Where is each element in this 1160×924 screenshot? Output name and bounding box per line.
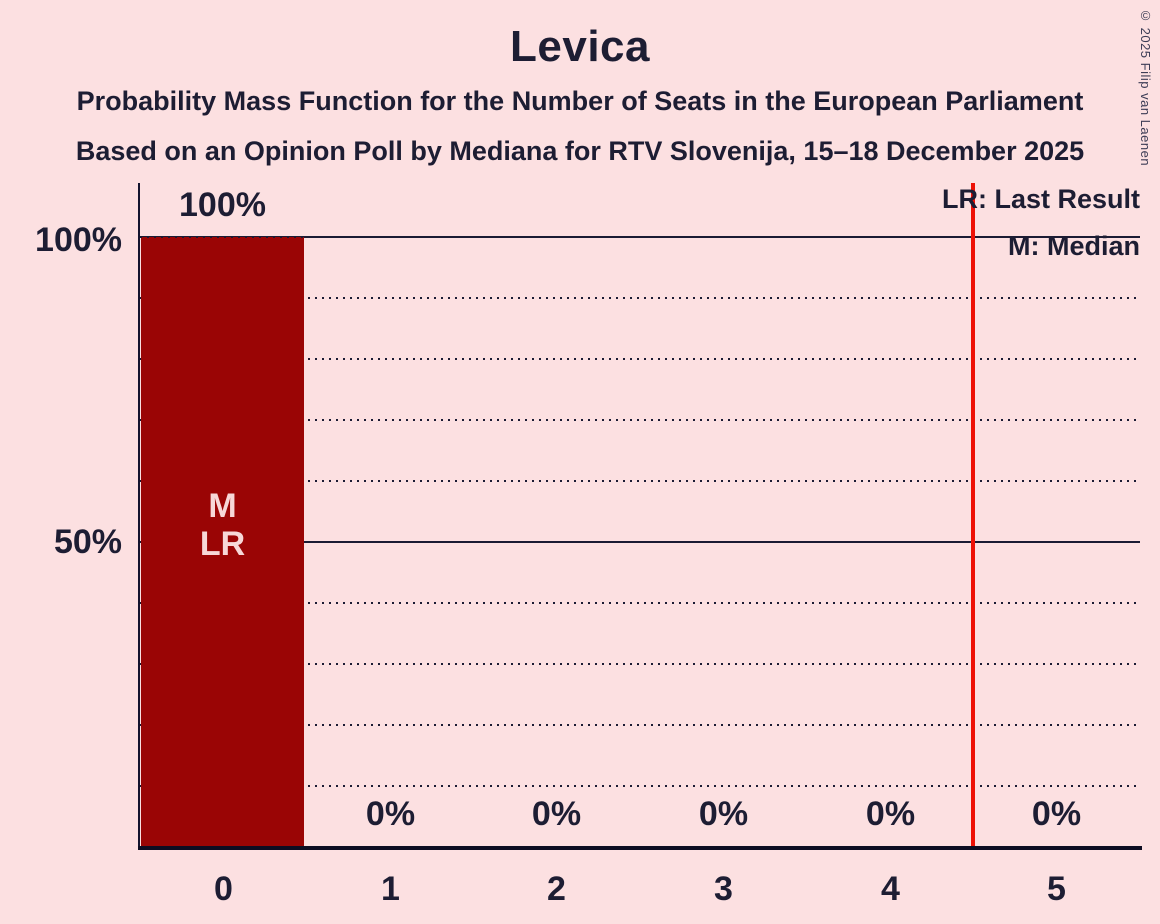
chart-source-line: Based on an Opinion Poll by Mediana for … [75,136,1085,166]
gridline-40pct [140,602,1140,604]
chart-subtitle: Probability Mass Function for the Number… [76,86,1084,116]
gridline-70pct [140,419,1140,421]
gridline-90pct [140,297,1140,299]
gridline-80pct [140,358,1140,360]
ytick-100: 100% [35,221,122,259]
bar-value-label-3: 0% [698,795,749,833]
bar-value-label-5: 0% [1031,795,1082,833]
ytick-50: 50% [53,523,122,561]
bar-value-label-4: 0% [865,795,916,833]
median-marker-label: M [208,487,237,525]
x-axis-line [138,846,1142,850]
last-result-vline [971,183,975,846]
y-axis-line [138,183,140,849]
legend-median: M: Median [1008,231,1140,261]
chart-title: Levica [510,22,650,71]
gridline-50pct [140,541,1140,543]
bar-value-label-2: 0% [531,795,582,833]
bar-value-label-0: 100% [179,186,266,224]
bar-seat-0 [141,237,304,847]
last-result-marker-label: LR [199,525,246,563]
gridline-60pct [140,480,1140,482]
gridline-20pct [140,724,1140,726]
bar-value-label-1: 0% [365,795,416,833]
gridline-10pct [140,785,1140,787]
xtick-1: 1 [381,870,400,908]
xtick-2: 2 [547,870,566,908]
legend-last-result: LR: Last Result [941,184,1140,214]
xtick-4: 4 [881,870,900,908]
xtick-5: 5 [1047,870,1066,908]
gridline-100pct-dotted-overlay [140,236,1140,238]
xtick-0: 0 [214,870,233,908]
gridline-30pct [140,663,1140,665]
xtick-3: 3 [714,870,733,908]
copyright-notice: © 2025 Filip van Laenen [1138,8,1153,167]
bar-marker-block: M LR [141,487,304,563]
